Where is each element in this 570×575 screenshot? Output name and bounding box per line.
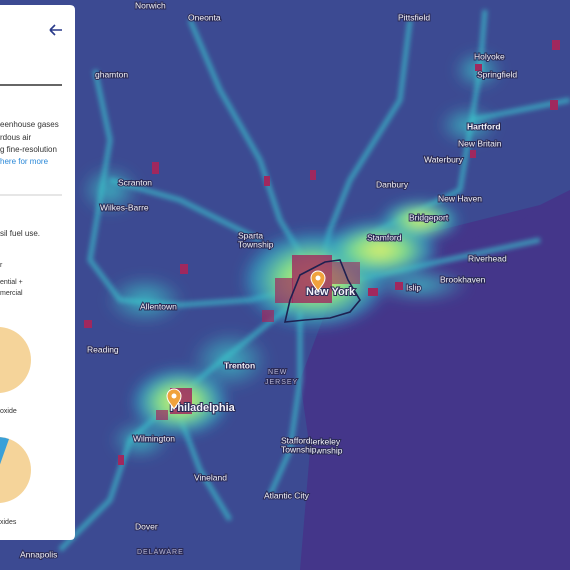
- place-label: Hartford: [467, 121, 501, 131]
- pie-label: oxide: [0, 408, 17, 415]
- pie: [0, 437, 31, 503]
- place-label: Danbury: [376, 179, 409, 189]
- place-label: New Haven: [438, 193, 482, 203]
- side-panel: eenhouse gases rdous air g fine-resoluti…: [0, 5, 75, 540]
- place-label: Norwich: [135, 0, 166, 10]
- marker[interactable]: [166, 388, 182, 410]
- pie-slice: [0, 437, 9, 465]
- place-label: Scranton: [118, 177, 152, 187]
- nyc-boundary: [283, 259, 361, 323]
- place-label: Bridgeport: [409, 212, 449, 222]
- panel-link[interactable]: here for more: [0, 157, 49, 166]
- panel-text: rdous air: [0, 133, 31, 142]
- place-label: Township: [281, 444, 317, 454]
- place-label: Vineland: [194, 472, 227, 482]
- pie-label: xides: [0, 519, 17, 526]
- place-label: Islip: [406, 282, 421, 292]
- place-label: DELAWARE: [137, 549, 184, 556]
- place-label: JERSEY: [265, 379, 298, 386]
- legend-text: r: [0, 262, 3, 269]
- place-label: Atlantic City: [264, 490, 310, 500]
- place-label: Riverhead: [468, 253, 507, 263]
- heat-glow: [80, 50, 503, 460]
- pie: [0, 327, 31, 393]
- place-label: Waterbury: [424, 154, 464, 164]
- place-label: New York: [306, 286, 356, 298]
- place-label: Oneonta: [188, 12, 221, 22]
- panel-subtitle: sil fuel use.: [0, 229, 40, 238]
- place-label: Sparta: [238, 230, 263, 240]
- legend-text: mercial: [0, 290, 23, 297]
- back-button[interactable]: [49, 24, 62, 36]
- place-label: Holyoke: [474, 51, 505, 61]
- place-label: ghamton: [95, 69, 128, 79]
- place-label: New Britain: [458, 138, 502, 148]
- place-label: Brookhaven: [440, 274, 486, 284]
- legend-text: ential +: [0, 279, 23, 286]
- place-label: Allentown: [140, 301, 177, 311]
- place-label: Township: [307, 445, 343, 455]
- place-label: Stafford: [281, 435, 311, 445]
- place-label: Philadelphia: [170, 402, 236, 414]
- place-label: Wilmington: [133, 433, 175, 443]
- place-label: Trenton: [224, 360, 255, 370]
- place-label: Township: [238, 239, 274, 249]
- place-label: Wilkes-Barre: [100, 202, 149, 212]
- place-label: Stamford: [367, 232, 402, 242]
- panel-text: eenhouse gases: [0, 120, 59, 129]
- place-label: Annapolis: [20, 549, 57, 559]
- marker[interactable]: [310, 270, 326, 292]
- place-label: Dover: [135, 521, 158, 531]
- place-label: NEW: [268, 369, 287, 376]
- panel-text: g fine-resolution: [0, 145, 57, 154]
- place-label: Pittsfield: [398, 12, 430, 22]
- place-label: Berkeley: [307, 436, 341, 446]
- place-label: Reading: [87, 344, 119, 354]
- place-label: Springfield: [477, 69, 517, 79]
